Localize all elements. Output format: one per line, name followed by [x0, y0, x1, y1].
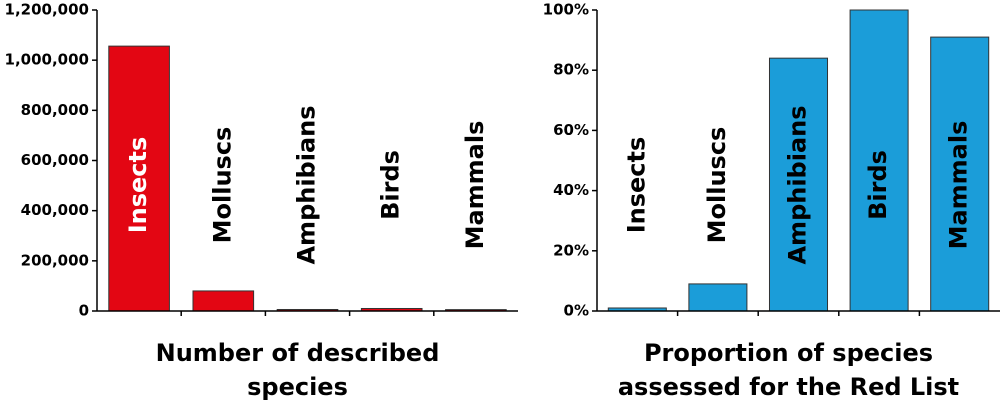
y-tick-label: 800,000: [21, 101, 89, 119]
chart-title: species: [247, 373, 348, 401]
bar: [849, 9, 909, 312]
category-label: Amphibians: [784, 105, 812, 264]
y-tick-label: 80%: [553, 61, 589, 79]
y-tick-label: 400,000: [21, 201, 89, 219]
bar: [688, 283, 748, 312]
y-tick-label: 40%: [553, 181, 589, 199]
chart-title: Number of described: [156, 339, 440, 367]
chart-title: Proportion of species: [644, 339, 933, 367]
bar: [192, 290, 255, 312]
y-tick-label: 1,000,000: [5, 51, 89, 69]
category-label: Insects: [124, 137, 152, 234]
category-label: Mammals: [461, 121, 489, 250]
y-tick-label: 600,000: [21, 151, 89, 169]
category-label: Birds: [377, 150, 405, 220]
y-tick-label: 100%: [543, 1, 589, 19]
category-label: Molluscs: [208, 127, 236, 244]
category-label: Mammals: [945, 121, 973, 250]
y-tick-label: 60%: [553, 121, 589, 139]
category-label: Birds: [864, 150, 892, 220]
y-tick-label: 20%: [553, 241, 589, 259]
bar: [930, 36, 990, 312]
y-tick-label: 0: [79, 302, 89, 320]
category-label: Amphibians: [293, 105, 321, 264]
y-tick-label: 200,000: [21, 251, 89, 269]
category-label: Molluscs: [703, 127, 731, 244]
y-tick-label: 0%: [564, 302, 589, 320]
chart-title: assessed for the Red List: [618, 373, 959, 401]
y-tick-label: 1,200,000: [5, 1, 89, 19]
category-label: Insects: [622, 137, 650, 234]
bar: [768, 57, 829, 312]
